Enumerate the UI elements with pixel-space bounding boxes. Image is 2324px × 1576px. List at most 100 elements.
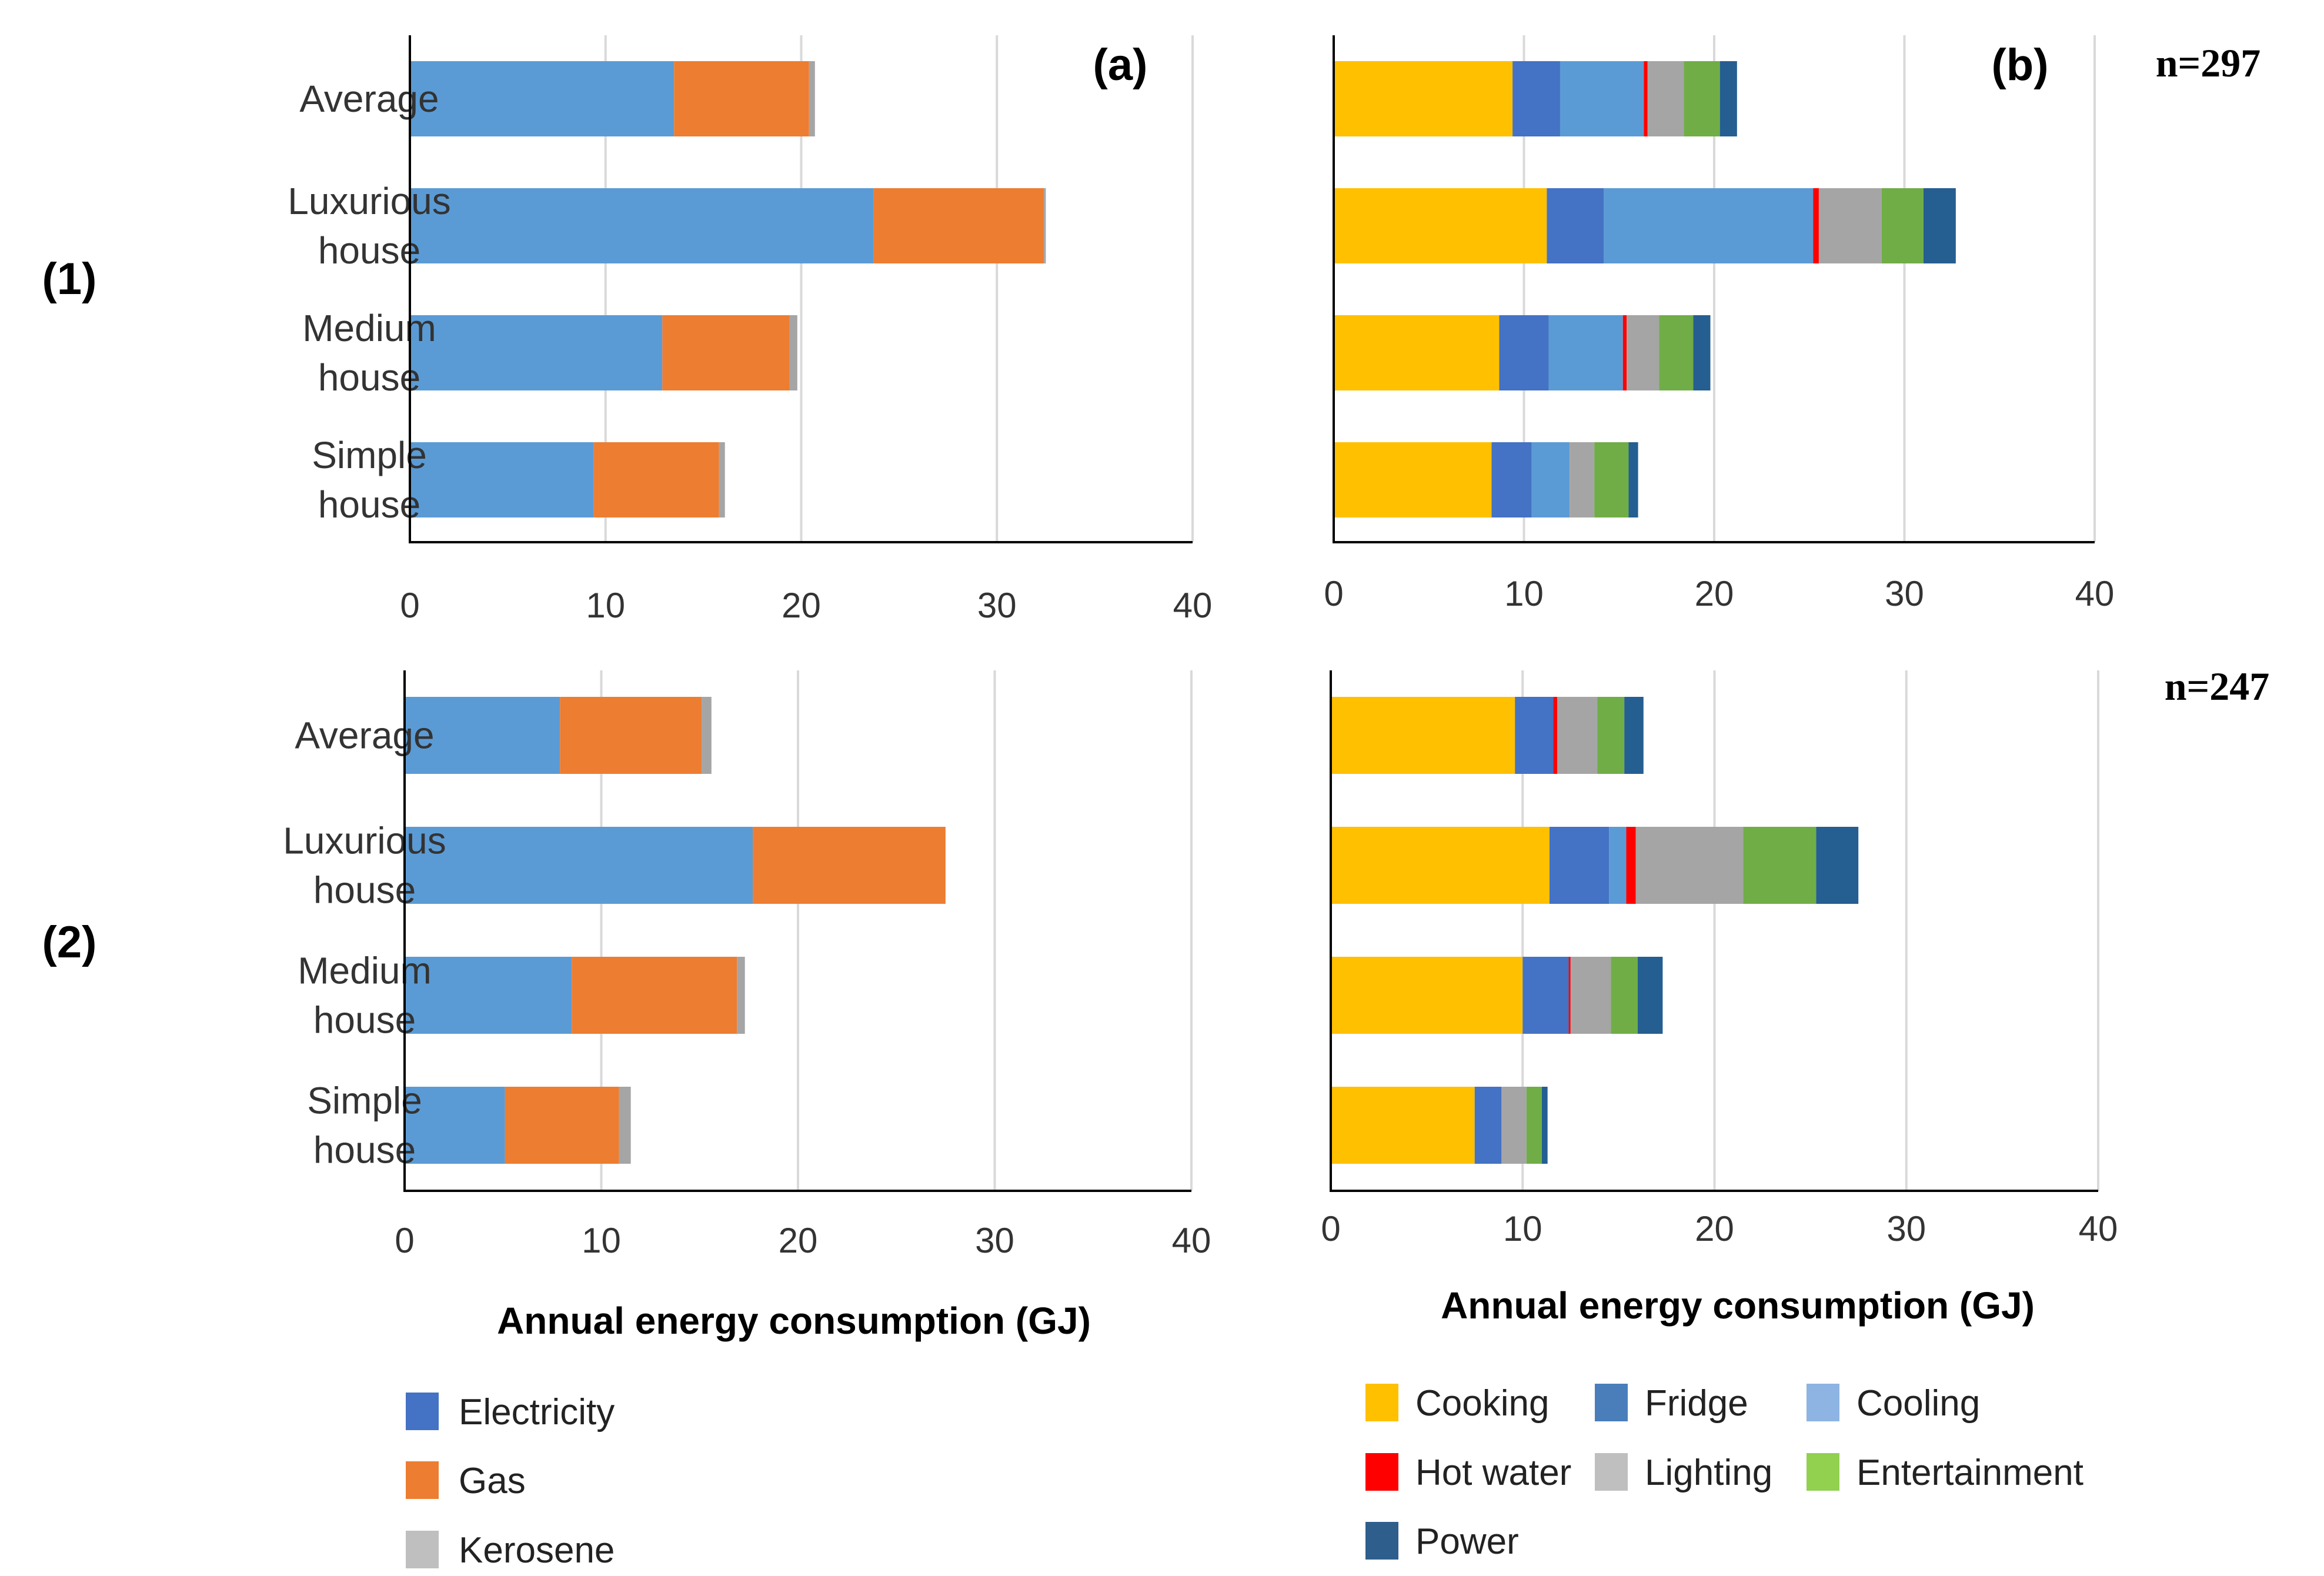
- category-label-1a-3-0: Simple: [312, 434, 427, 476]
- chart-panel-1a: Average Luxurious house Medium house Simple ho…: [288, 35, 1212, 625]
- sample-size-2: n=247: [2165, 664, 2270, 709]
- bar-1b-cat2-lighting: [1627, 315, 1659, 390]
- x-tick-label-2a-2: 20: [779, 1221, 818, 1260]
- bar-1a-cat1-electricity: [410, 188, 874, 263]
- legend-label-kerosene: Kerosene: [459, 1530, 615, 1571]
- legend-label-cooling: Cooling: [1856, 1383, 1980, 1424]
- category-label-1a-2-1: house: [318, 356, 420, 399]
- legend-fuel: Electricity Gas Kerosene: [406, 1392, 615, 1571]
- x-tick-label-1a-2: 20: [782, 586, 821, 625]
- bar-2b-cat2-entertainment: [1611, 957, 1638, 1034]
- bar-1b-cat3-lighting: [1570, 442, 1595, 517]
- bar-1a-cat3-electricity: [410, 442, 594, 517]
- legend-swatch-entertainment: [1807, 1453, 1839, 1491]
- bar-1b-cat2-power: [1693, 315, 1711, 390]
- x-tick-label-1a-1: 10: [586, 586, 625, 625]
- bar-2a-cat2-gas: [572, 957, 737, 1034]
- bar-1a-cat1-kerosene: [1044, 188, 1046, 263]
- legend-swatch-gas: [406, 1461, 439, 1499]
- x-tick-label-2b-1: 10: [1503, 1209, 1542, 1248]
- bar-1b-cat3-entertainment: [1594, 442, 1629, 517]
- bar-1b-cat1-cooling: [1604, 188, 1814, 263]
- category-label-2a-2-1: house: [313, 999, 416, 1041]
- x-tick-label-2a-4: 40: [1172, 1221, 1211, 1260]
- legend-swatch-cooling: [1807, 1384, 1839, 1421]
- bar-1b-cat3-cooking: [1334, 442, 1492, 517]
- bar-1b-cat1-hot-water: [1813, 188, 1819, 263]
- legend-swatch-power: [1365, 1522, 1398, 1560]
- bar-1a-cat2-gas: [662, 315, 790, 390]
- legend-label-electricity: Electricity: [459, 1392, 615, 1433]
- bar-2b-cat0-fridge: [1515, 697, 1554, 774]
- category-label-1a-1-0: Luxurious: [288, 180, 451, 222]
- x-axis-title-right: Annual energy consumption (GJ): [1441, 1284, 2035, 1327]
- x-tick-label-2b-4: 40: [2079, 1209, 2118, 1248]
- chart-panel-2a: Average Luxurious house Medium house Simple ho…: [283, 670, 1211, 1260]
- bar-2a-cat0-electricity: [405, 697, 560, 774]
- bar-1a-cat2-kerosene: [789, 315, 797, 390]
- x-tick-label-1b-0: 0: [1324, 574, 1343, 613]
- bar-1b-cat1-power: [1923, 188, 1956, 263]
- bar-2b-cat2-fridge: [1522, 957, 1569, 1034]
- legend-label-entertainment: Entertainment: [1856, 1453, 2083, 1493]
- bar-1b-cat0-cooking: [1334, 61, 1513, 136]
- row-label-2: (2): [42, 917, 97, 967]
- legend-label-power: Power: [1415, 1521, 1519, 1562]
- x-tick-label-1b-4: 40: [2075, 574, 2115, 613]
- bar-1b-cat1-entertainment: [1881, 188, 1924, 263]
- bar-2a-cat0-kerosene: [702, 697, 712, 774]
- bar-2a-cat2-kerosene: [737, 957, 745, 1034]
- bar-1a-cat0-electricity: [410, 61, 675, 136]
- x-tick-label-2b-0: 0: [1321, 1209, 1340, 1248]
- category-label-1a-0-0: Average: [299, 78, 439, 120]
- legend-swatch-kerosene: [406, 1531, 439, 1568]
- bar-1a-cat3-kerosene: [719, 442, 725, 517]
- legend-swatch-cooking: [1365, 1384, 1398, 1421]
- bar-1b-cat3-power: [1628, 442, 1638, 517]
- bar-2a-cat3-gas: [505, 1087, 619, 1164]
- x-tick-label-2b-3: 30: [1886, 1209, 1926, 1248]
- x-axis-title-left: Annual energy consumption (GJ): [497, 1300, 1091, 1342]
- bar-2b-cat3-fridge: [1474, 1087, 1502, 1164]
- bar-2b-cat1-lighting: [1635, 827, 1744, 904]
- legend-label-hot-water: Hot water: [1415, 1453, 1571, 1493]
- bar-1b-cat0-hot-water: [1644, 61, 1648, 136]
- row-label-1: (1): [42, 254, 97, 304]
- bar-2b-cat0-entertainment: [1597, 697, 1625, 774]
- bar-2a-cat3-kerosene: [619, 1087, 631, 1164]
- bar-2b-cat0-hot-water: [1553, 697, 1557, 774]
- x-tick-label-1b-1: 10: [1504, 574, 1544, 613]
- category-label-2a-3-0: Simple: [307, 1080, 422, 1122]
- category-label-2a-1-1: house: [313, 869, 416, 911]
- chart-panel-1b: 0 10 20 30 40: [1324, 35, 2114, 613]
- x-tick-label-2a-3: 30: [975, 1221, 1014, 1260]
- bar-1b-cat0-cooling: [1560, 61, 1644, 136]
- bar-2b-cat2-hot-water: [1568, 957, 1571, 1034]
- bar-1b-cat0-fridge: [1512, 61, 1560, 136]
- bar-2b-cat2-cooking: [1331, 957, 1523, 1034]
- bar-1b-cat1-lighting: [1818, 188, 1882, 263]
- category-label-1a-1-1: house: [318, 229, 420, 272]
- bar-2a-cat1-electricity: [405, 827, 753, 904]
- bar-1b-cat0-power: [1719, 61, 1737, 136]
- legend-label-gas: Gas: [459, 1461, 526, 1501]
- bar-2b-cat1-entertainment: [1743, 827, 1817, 904]
- bar-1a-cat1-gas: [873, 188, 1044, 263]
- bar-2b-cat3-entertainment: [1526, 1087, 1542, 1164]
- bar-2b-cat1-cooling: [1609, 827, 1627, 904]
- bar-1a-cat3-gas: [593, 442, 719, 517]
- panel-label-b: (b): [1991, 40, 2048, 90]
- bar-2b-cat3-lighting: [1501, 1087, 1527, 1164]
- x-tick-label-1a-3: 30: [977, 586, 1017, 625]
- legend-swatch-hot-water: [1365, 1453, 1398, 1491]
- sample-size-1: n=297: [2156, 41, 2261, 85]
- x-tick-label-2b-2: 20: [1695, 1209, 1734, 1248]
- bar-1b-cat2-fridge: [1499, 315, 1549, 390]
- chart-panel-2b: 0 10 20 30 40: [1321, 670, 2118, 1248]
- x-tick-label-1a-0: 0: [400, 586, 419, 625]
- bar-2b-cat0-lighting: [1557, 697, 1598, 774]
- bar-1b-cat3-fridge: [1491, 442, 1532, 517]
- bar-1b-cat2-entertainment: [1659, 315, 1694, 390]
- bar-2b-cat1-power: [1816, 827, 1859, 904]
